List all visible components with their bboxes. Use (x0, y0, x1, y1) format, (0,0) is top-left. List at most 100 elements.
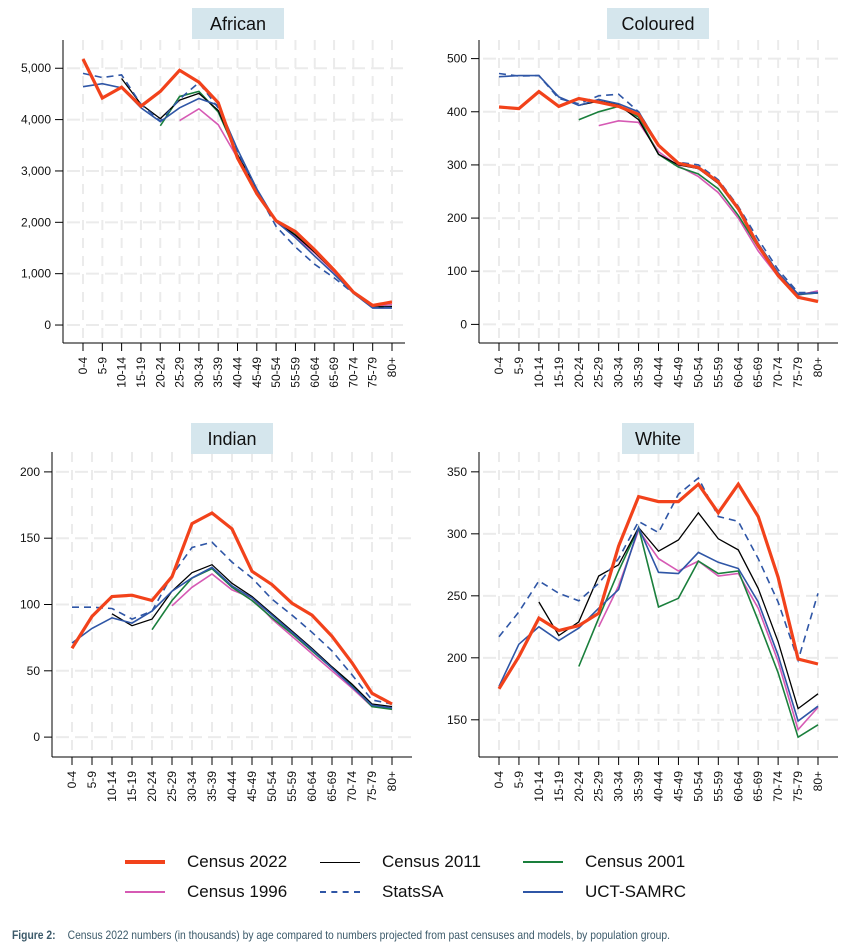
legend-label: Census 1996 (187, 882, 288, 901)
x-tick-label: 55-59 (711, 357, 725, 388)
x-tick-label: 25-29 (165, 771, 179, 802)
series-line-uct-samrc (498, 525, 819, 723)
legend-swatch (523, 891, 563, 893)
x-tick-label: 75-79 (791, 357, 805, 388)
chart-panel-white: White 150 200 250 300 350 0-4 5-9 10-14 15-19 20-2… (447, 423, 838, 802)
figure-caption: Figure 2: Census 2022 numbers (in thousan… (12, 928, 670, 942)
panel-title-background (191, 423, 273, 454)
x-tick-label: 75-79 (366, 357, 380, 388)
chart-panel-indian: Indian 0 50 100 150 200 0-4 5-9 10-14 15-19 20-24 2… (20, 423, 412, 802)
y-tick-label: 1,000 (21, 267, 51, 281)
series-line-statssa (82, 72, 392, 309)
x-tick-label: 50-54 (691, 357, 705, 388)
x-tick-label: 45-49 (671, 771, 685, 802)
y-tick-label: 150 (447, 713, 467, 727)
chart-panel-coloured: Coloured 0 100 200 300 400 500 0-4 5-9 10-14 15-19… (447, 8, 838, 388)
x-tick-label: 0-4 (76, 357, 90, 375)
x-tick-label: 60-64 (731, 357, 745, 388)
x-tick-label: 75-79 (365, 771, 379, 802)
x-tick-label: 15-19 (134, 357, 148, 388)
x-tick-label: 45-49 (245, 771, 259, 802)
x-tick-label: 25-29 (173, 357, 187, 388)
x-tick-label: 70-74 (346, 357, 360, 388)
x-tick-label: 35-39 (211, 357, 225, 388)
x-tick-label: 5-9 (85, 771, 99, 789)
legend-item-census-2011: Census 2011 (320, 852, 481, 872)
y-tick-label: 0 (33, 730, 40, 744)
y-tick-label: 300 (447, 158, 467, 172)
y-tick-label: 200 (447, 211, 467, 225)
y-tick-label: 4,000 (21, 113, 51, 127)
x-tick-label: 65-69 (751, 357, 765, 388)
x-tick-label: 10-14 (115, 357, 129, 388)
x-tick-label: 20-24 (572, 357, 586, 388)
x-tick-label: 20-24 (153, 357, 167, 388)
x-tick-label: 35-39 (632, 357, 646, 388)
panel-title-background (607, 8, 709, 39)
grid (56, 452, 412, 753)
x-tick-label: 55-59 (288, 357, 302, 388)
x-tick-label: 80+ (811, 771, 825, 791)
x-tick-label: 70-74 (345, 771, 359, 802)
x-tick-label: 40-44 (652, 771, 666, 802)
y-tick-label: 300 (447, 527, 467, 541)
grid (483, 40, 838, 339)
x-tick-label: 10-14 (532, 357, 546, 388)
y-tick-label: 3,000 (21, 164, 51, 178)
legend-item-census-1996: Census 1996 (125, 882, 287, 902)
x-tick-label: 35-39 (205, 771, 219, 802)
figure-panels: African 0 1,000 2,000 3,000 4,000 5,000 0-4 5-9 1… (20, 8, 838, 802)
series-line-census-2022 (497, 481, 819, 690)
y-tick-label: 200 (20, 465, 40, 479)
panel-title: Indian (207, 429, 256, 449)
x-tick-label: 65-69 (751, 771, 765, 802)
series-line-census-2011 (111, 563, 393, 708)
x-tick-label: 25-29 (592, 357, 606, 388)
x-tick-label: 15-19 (552, 771, 566, 802)
y-tick-label: 150 (20, 531, 40, 545)
x-tick-label: 5-9 (95, 357, 109, 375)
x-tick-label: 30-34 (612, 357, 626, 388)
legend-label: Census 2022 (187, 852, 288, 871)
x-tick-label: 0-4 (65, 771, 79, 789)
y-tick-label: 200 (447, 651, 467, 665)
x-tick-label: 30-34 (612, 771, 626, 802)
legend-swatch (523, 861, 563, 863)
x-tick-label: 0-4 (492, 357, 506, 375)
legend-swatch (125, 891, 165, 893)
series-line-census-1996 (598, 119, 819, 297)
x-tick-label: 50-54 (691, 771, 705, 802)
panel-title: Coloured (621, 14, 694, 34)
panel-title: African (210, 14, 266, 34)
y-tick-label: 350 (447, 465, 467, 479)
x-tick-label: 40-44 (652, 357, 666, 388)
legend-label: Census 2001 (585, 852, 686, 871)
x-tick-label: 0-4 (492, 771, 506, 789)
panel-title: White (635, 429, 681, 449)
caption-label: Figure 2: (12, 928, 56, 942)
series-line-census-2011 (538, 511, 819, 710)
x-tick-label: 55-59 (711, 771, 725, 802)
x-tick-label: 50-54 (269, 357, 283, 388)
y-tick-label: 0 (44, 318, 51, 332)
y-tick-label: 100 (20, 598, 40, 612)
series-line-census-2022 (70, 511, 393, 706)
y-tick-label: 250 (447, 589, 467, 603)
x-tick-label: 15-19 (552, 357, 566, 388)
legend-label: Census 2011 (382, 852, 481, 871)
x-tick-label: 80+ (811, 357, 825, 377)
legend-item-uct-samrc: UCT-SAMRC (523, 882, 686, 902)
x-tick-label: 80+ (385, 771, 399, 791)
x-tick-label: 30-34 (192, 357, 206, 388)
legend-swatch (320, 891, 360, 893)
x-tick-label: 45-49 (250, 357, 264, 388)
series-line-census-2022 (498, 89, 819, 304)
series-line-census-1996 (597, 528, 819, 732)
legend-item-census-2001: Census 2001 (523, 852, 685, 872)
legend-item-statssa: StatsSA (320, 882, 443, 902)
x-tick-label: 50-54 (265, 771, 279, 802)
y-tick-label: 5,000 (21, 61, 51, 75)
series-line-census-1996 (179, 107, 393, 308)
x-tick-label: 60-64 (308, 357, 322, 388)
x-tick-label: 20-24 (145, 771, 159, 802)
